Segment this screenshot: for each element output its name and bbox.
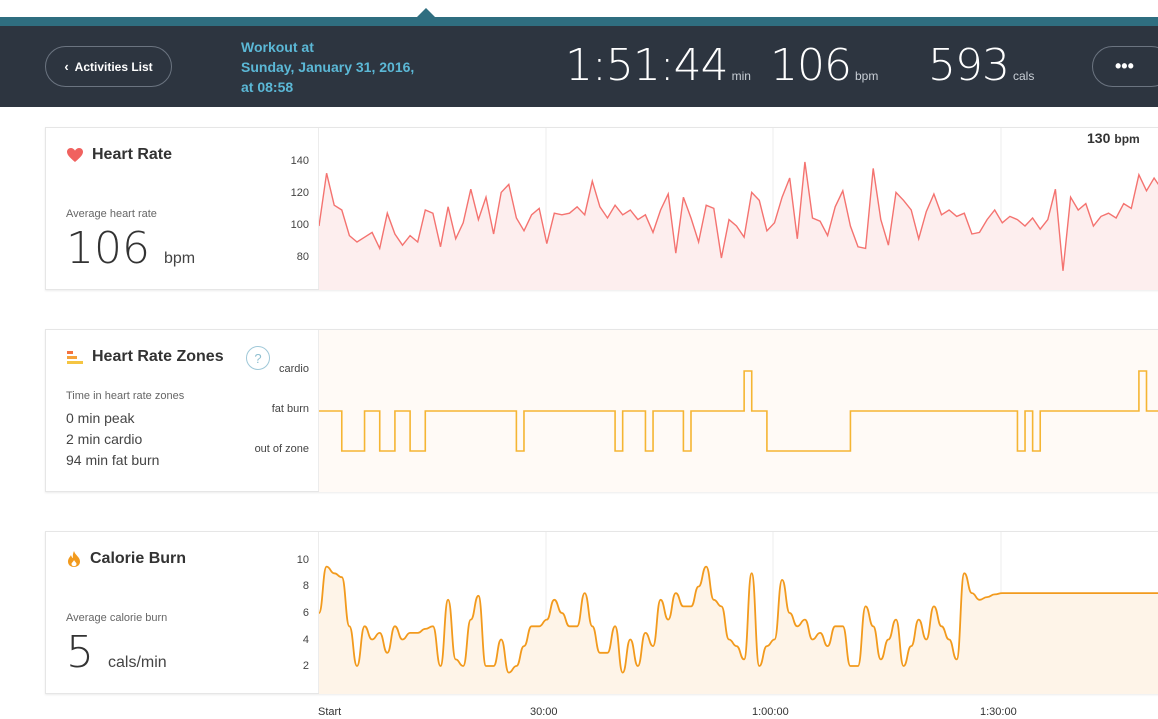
duration-unit: min [731,69,751,83]
ellipsis-icon: ••• [1115,56,1134,76]
heart-rate-title-text: Heart Rate [92,146,173,163]
heart-rate-chart [318,128,1158,290]
heart-rate-summary: Heart Rate Average heart rate 106 bpm 14… [46,128,318,289]
hr-ytick: 140 [290,155,309,167]
hr-ytick: 120 [290,187,309,199]
avg-calorie-label: Average calorie burn [66,612,168,624]
cal-ytick: 2 [302,660,309,672]
x-axis-label: Start [318,706,342,718]
heart-icon [67,148,83,162]
zones-summary: Heart Rate Zones ? Time in heart rate zo… [46,330,318,491]
workout-title-line3: at 08:58 [241,79,294,95]
calorie-line [318,565,1158,674]
zone-level-label: fat burn [271,403,309,415]
zones-chart [319,330,1158,492]
avg-heart-rate-label: Average heart rate [66,208,157,220]
zones-bars-icon [67,351,83,364]
hr-cursor-readout: 130 bpm [1087,130,1140,146]
avg-hr-stat: 106 bpm [770,40,878,91]
zone-level-label: cardio [279,363,309,375]
help-icon[interactable]: ? [246,346,270,370]
calorie-title: Calorie Burn [66,550,186,568]
hr-ytick: 80 [296,251,309,263]
top-accent-bar [0,17,1158,26]
heart-rate-line [318,161,1158,271]
zones-list: 0 min peak 2 min cardio 94 min fat burn [66,408,159,471]
tab-notch-indicator [416,8,436,18]
cal-ytick: 8 [302,580,309,592]
calorie-chart [318,532,1158,694]
zone-fatburn-item: 94 min fat burn [66,452,160,468]
zone-peak-item: 0 min peak [66,410,135,426]
duration-value: 1:51:44 [565,40,729,91]
cal-ytick: 6 [302,607,309,619]
calorie-title-text: Calorie Burn [90,550,187,567]
zones-line [319,370,1158,452]
avg-hr-value: 106 [770,40,852,91]
zone-cardio-item: 2 min cardio [66,431,143,447]
cal-ytick: 4 [302,634,309,646]
calories-stat: 593 cals [928,40,1034,91]
hr-cursor-value: 130 [1087,130,1111,146]
calories-value: 593 [928,40,1010,91]
avg-calorie-readout: 5 cals/min [66,627,167,678]
heart-rate-card: Heart Rate Average heart rate 106 bpm 14… [45,127,1158,290]
zones-sub-label: Time in heart rate zones [66,390,185,402]
zone-level-label: out of zone [254,443,309,455]
hr-ytick: 100 [290,219,309,231]
avg-calorie-value: 5 [66,627,94,678]
avg-calorie-unit: cals/min [108,654,167,671]
workout-title-line1: Workout at [241,39,314,55]
x-axis-label: 1:00:00 [752,706,789,718]
calorie-area [319,566,1158,694]
cal-ytick: 10 [296,554,309,566]
avg-hr-unit: bpm [854,69,879,83]
avg-heart-rate-unit: bpm [163,250,196,267]
workout-title-line2: Sunday, January 31, 2016, [241,59,415,75]
heart-rate-title: Heart Rate [66,146,172,164]
heart-rate-plot[interactable] [318,128,1158,290]
avg-heart-rate-value: 106 [66,223,150,274]
duration-stat: 1:51:44 min [565,40,751,91]
zones-title-text: Heart Rate Zones [92,348,224,365]
workout-title: Workout at Sunday, January 31, 2016, at … [241,37,461,97]
hr-cursor-unit: bpm [1114,132,1140,146]
activities-list-label: Activities List [74,59,153,74]
zones-plot[interactable] [318,330,1158,492]
chevron-left-icon: ‹ [64,59,69,74]
flame-icon [68,551,80,567]
calories-unit: cals [1012,69,1035,83]
top-strip [0,0,1158,18]
avg-heart-rate-readout: 106 bpm [66,223,195,274]
x-axis-label: 1:30:00 [980,706,1017,718]
heart-rate-area [319,162,1158,290]
x-axis-label: 30:00 [530,706,558,718]
calorie-summary: Calorie Burn Average calorie burn 5 cals… [46,532,318,693]
zones-title: Heart Rate Zones [66,348,224,366]
calorie-plot[interactable] [318,532,1158,694]
activities-list-button[interactable]: ‹ Activities List [45,46,172,87]
heart-rate-zones-card: Heart Rate Zones ? Time in heart rate zo… [45,329,1158,492]
calorie-burn-card: Calorie Burn Average calorie burn 5 cals… [45,531,1158,694]
more-options-button[interactable]: ••• [1092,46,1158,87]
workout-header: ‹ Activities List Workout at Sunday, Jan… [0,26,1158,107]
